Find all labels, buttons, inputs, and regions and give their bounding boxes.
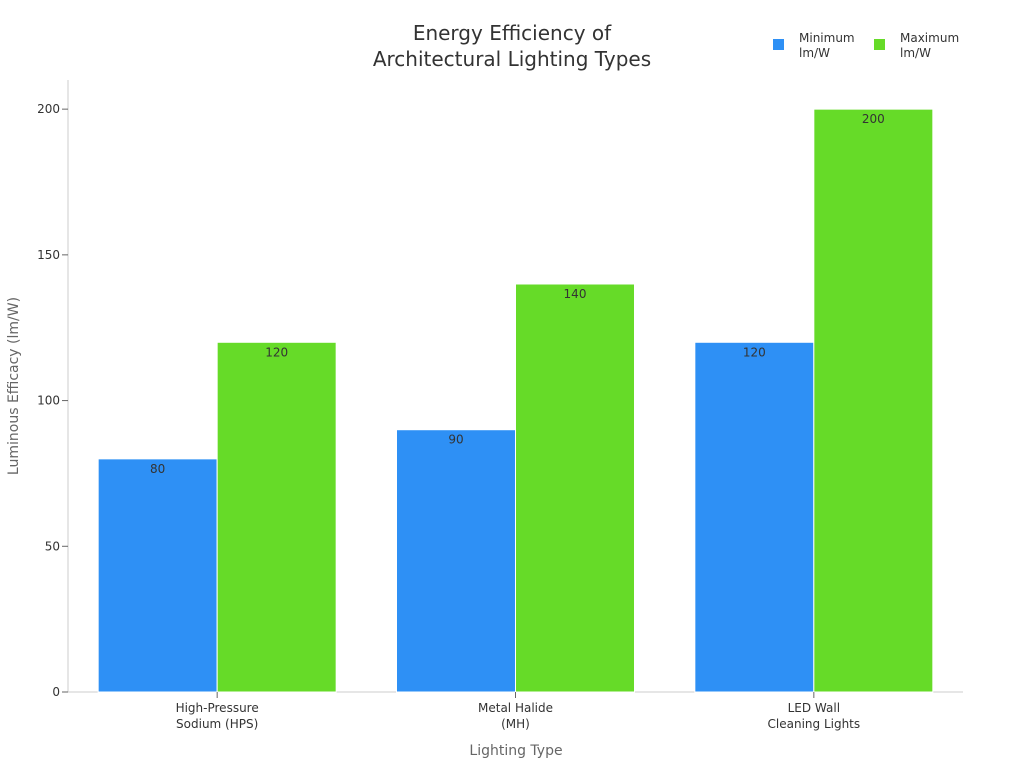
- legend-swatch-minimum: [773, 39, 784, 50]
- bar-maximum: [515, 283, 635, 693]
- bar-data-labels: 80 120 90 140 120 200: [150, 112, 885, 476]
- y-tick-label: 0: [52, 685, 60, 699]
- x-tick-label: (MH): [501, 717, 530, 731]
- bar-value-label: 120: [265, 345, 288, 359]
- x-tick-label: Cleaning Lights: [768, 717, 861, 731]
- legend-swatch-maximum: [874, 39, 885, 50]
- y-tick-label: 100: [37, 394, 60, 408]
- chart-title-line-2: Architectural Lighting Types: [373, 47, 651, 71]
- y-tick-label: 150: [37, 248, 60, 262]
- legend: Minimum lm/W Maximum lm/W: [773, 31, 959, 60]
- y-axis-title: Luminous Efficacy (lm/W): [6, 297, 22, 475]
- x-tick-label: High-Pressure: [176, 701, 259, 715]
- bar-maximum: [216, 341, 337, 693]
- y-tick-label: 200: [37, 102, 60, 116]
- y-axis-ticks: 0 50 100 150 200: [37, 102, 68, 699]
- bar-minimum: [396, 429, 516, 693]
- legend-label-minimum-line-2: lm/W: [799, 46, 830, 60]
- x-axis-ticks: High-Pressure Sodium (HPS) Metal Halide (MH…: [176, 692, 861, 731]
- bar-maximum: [813, 108, 934, 693]
- bar-value-label: 140: [564, 287, 587, 301]
- bar-value-label: 80: [150, 462, 165, 476]
- bar-value-label: 200: [862, 112, 885, 126]
- legend-label-maximum-line-2: lm/W: [900, 46, 931, 60]
- bar-minimum: [694, 341, 815, 693]
- x-tick-label: LED Wall: [788, 701, 840, 715]
- chart-title: Energy Efficiency of Architectural Light…: [373, 21, 651, 71]
- x-tick-label: Metal Halide: [478, 701, 553, 715]
- bars: [97, 108, 934, 693]
- bar-value-label: 90: [448, 433, 463, 447]
- bar-minimum: [97, 458, 218, 693]
- legend-label-maximum-line-1: Maximum: [900, 31, 959, 45]
- chart-title-line-1: Energy Efficiency of: [413, 21, 612, 45]
- legend-label-minimum-line-1: Minimum: [799, 31, 855, 45]
- x-tick-label: Sodium (HPS): [176, 717, 258, 731]
- x-axis-title: Lighting Type: [469, 743, 562, 759]
- y-tick-label: 50: [45, 539, 60, 553]
- bar-value-label: 120: [743, 345, 766, 359]
